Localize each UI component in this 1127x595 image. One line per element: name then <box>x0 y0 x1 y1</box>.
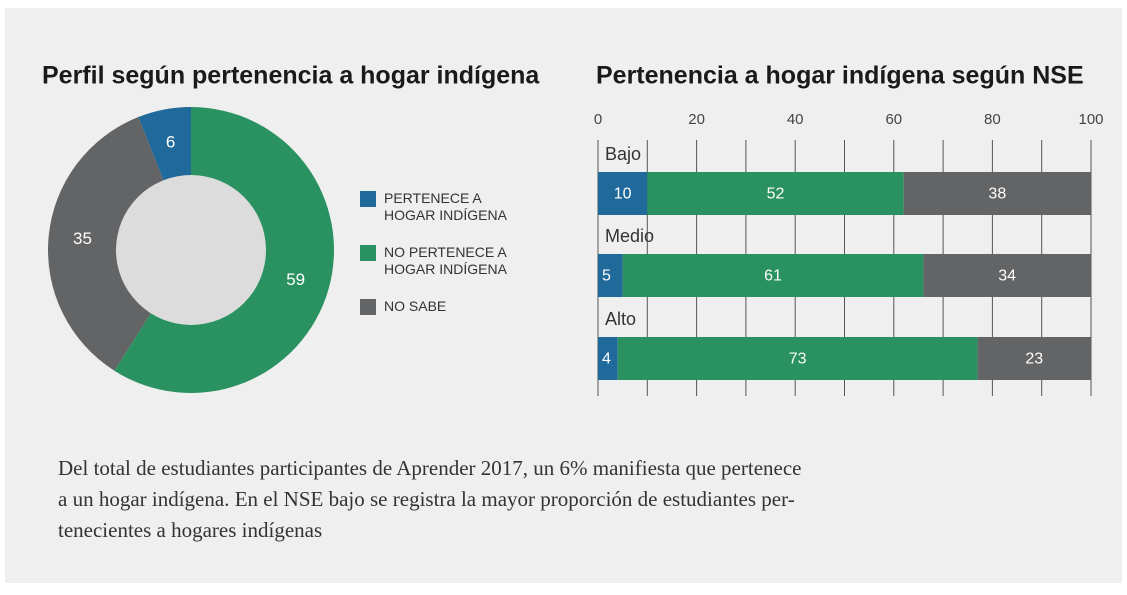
bar-value-label: 73 <box>789 351 807 368</box>
legend-swatch <box>360 245 376 261</box>
category-label: Bajo <box>605 144 641 164</box>
bar-value-label: 38 <box>988 186 1006 203</box>
legend-line: NO PERTENECE A <box>384 244 507 260</box>
x-tick-label: 80 <box>984 111 1001 128</box>
legend-label: NO SABE <box>384 298 446 314</box>
bar-value-label: 34 <box>998 268 1016 285</box>
legend-swatch <box>360 299 376 315</box>
bar-value-label: 61 <box>764 268 782 285</box>
slice-label: 59 <box>286 270 305 289</box>
bar-segment <box>622 254 924 297</box>
slice-label: 35 <box>73 229 92 248</box>
bar-segment <box>903 172 1091 215</box>
bar-value-label: 5 <box>602 268 611 285</box>
bar-value-label: 23 <box>1025 351 1043 368</box>
legend-line: HOGAR INDÍGENA <box>384 207 508 223</box>
bar-value-label: 52 <box>767 186 785 203</box>
category-label: Alto <box>605 309 636 329</box>
legend-line: HOGAR INDÍGENA <box>384 261 508 277</box>
pie-title: Perfil según pertenencia a hogar indígen… <box>42 62 540 90</box>
bar-segment <box>598 172 648 215</box>
x-tick-label: 40 <box>787 111 804 128</box>
x-tick-label: 0 <box>594 111 602 128</box>
bar-title: Pertenencia a hogar indígena según NSE <box>596 62 1084 90</box>
bar-segment <box>598 337 618 380</box>
bar-segment <box>598 254 623 297</box>
legend-swatch <box>360 191 376 207</box>
category-label: Medio <box>605 226 654 246</box>
legend-label: NO PERTENECE A HOGAR INDÍGENA <box>384 244 508 277</box>
donut-hole <box>116 175 266 325</box>
caption-line: a un hogar indígena. En el NSE bajo se r… <box>58 487 795 511</box>
bar-segment <box>617 337 978 380</box>
legend-line: PERTENECE A <box>384 190 482 206</box>
x-tick-label: 100 <box>1078 111 1103 128</box>
caption-line: Del total de estudiantes participantes d… <box>58 456 801 480</box>
legend-label: PERTENECE A HOGAR INDÍGENA <box>384 190 508 223</box>
bar-value-label: 4 <box>602 351 611 368</box>
bar-segment <box>977 337 1091 380</box>
caption-line: tenecientes a hogares indígenas <box>58 518 322 542</box>
slice-label: 6 <box>166 132 175 151</box>
x-tick-label: 60 <box>885 111 902 128</box>
legend-line: NO SABE <box>384 298 446 314</box>
bar-segment <box>647 172 904 215</box>
bar-segment <box>923 254 1091 297</box>
x-tick-label: 20 <box>688 111 705 128</box>
bar-value-label: 10 <box>614 186 632 203</box>
